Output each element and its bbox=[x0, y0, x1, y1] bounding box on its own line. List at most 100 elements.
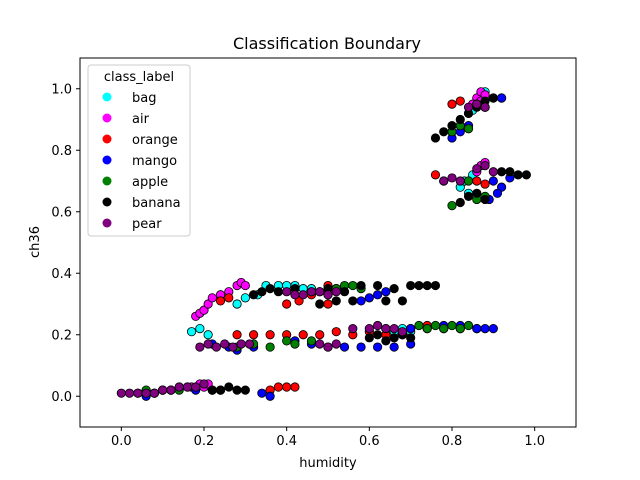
data-point-orange bbox=[290, 382, 300, 392]
data-point-banana bbox=[232, 385, 242, 395]
data-point-banana bbox=[265, 284, 275, 294]
data-point-pear bbox=[463, 102, 474, 112]
y-tick-label: 0.2 bbox=[51, 328, 72, 343]
data-point-banana bbox=[381, 336, 391, 346]
data-point-banana bbox=[249, 290, 259, 300]
x-axis: 0.0 0.2 0.4 0.6 0.8 1.0 bbox=[111, 427, 545, 449]
data-point-orange bbox=[282, 299, 292, 309]
data-point-apple bbox=[348, 280, 358, 291]
data-point-banana bbox=[339, 287, 350, 297]
data-point-banana bbox=[505, 167, 515, 177]
data-point-apple bbox=[455, 323, 465, 334]
data-point-pear bbox=[372, 320, 383, 331]
data-point-bag bbox=[195, 323, 205, 334]
data-point-mango bbox=[372, 290, 383, 300]
data-point-banana bbox=[389, 284, 399, 294]
legend-label-air: air bbox=[132, 112, 150, 127]
data-point-mango bbox=[488, 323, 498, 334]
data-point-pear bbox=[331, 287, 341, 297]
y-tick-label: 0.0 bbox=[51, 390, 72, 405]
data-point-banana bbox=[397, 296, 407, 306]
y-axis-label: ch36 bbox=[28, 226, 43, 258]
data-point-pear bbox=[455, 176, 465, 186]
data-point-banana bbox=[463, 191, 474, 201]
data-point-pear bbox=[182, 382, 193, 392]
data-point-pear bbox=[472, 164, 482, 174]
legend-entries: bag air orange mango apple banana pear bbox=[102, 91, 181, 232]
data-point-orange bbox=[447, 99, 457, 109]
data-point-bag bbox=[203, 330, 213, 340]
data-point-mango bbox=[389, 342, 399, 352]
data-point-pear bbox=[211, 342, 221, 352]
data-point-banana bbox=[348, 296, 358, 306]
data-point-apple bbox=[422, 323, 432, 334]
data-point-mango bbox=[406, 323, 416, 334]
data-point-banana bbox=[455, 197, 465, 208]
data-point-orange bbox=[455, 96, 465, 106]
data-point-apple bbox=[306, 336, 317, 346]
data-point-banana bbox=[257, 287, 267, 297]
legend-label-mango: mango bbox=[132, 154, 177, 169]
data-point-orange bbox=[298, 330, 308, 340]
data-point-pear bbox=[348, 323, 358, 334]
data-point-banana bbox=[240, 385, 250, 395]
data-point-banana bbox=[455, 114, 465, 125]
x-tick-label: 0.2 bbox=[194, 434, 215, 449]
legend-marker-pear bbox=[102, 218, 112, 228]
data-point-apple bbox=[265, 342, 275, 352]
data-point-pear bbox=[397, 327, 407, 337]
data-point-banana bbox=[389, 333, 399, 343]
data-point-pear bbox=[141, 388, 151, 398]
data-point-pear bbox=[203, 339, 213, 349]
legend-marker-apple bbox=[102, 176, 112, 186]
data-point-pear bbox=[306, 287, 317, 297]
data-point-apple bbox=[447, 201, 457, 211]
data-point-banana bbox=[331, 296, 341, 306]
data-point-orange bbox=[265, 330, 275, 340]
legend-label-orange: orange bbox=[132, 133, 178, 148]
legend-marker-mango bbox=[102, 155, 112, 165]
data-point-pear bbox=[290, 290, 300, 300]
data-point-apple bbox=[447, 320, 457, 331]
data-point-bag bbox=[187, 327, 197, 337]
data-point-mango bbox=[265, 391, 275, 401]
data-point-mango bbox=[488, 176, 498, 186]
data-point-banana bbox=[447, 121, 457, 131]
data-point-bag bbox=[232, 299, 242, 309]
data-point-banana bbox=[406, 333, 416, 343]
data-point-banana bbox=[207, 385, 217, 395]
data-point-pear bbox=[323, 342, 333, 352]
data-point-bag bbox=[240, 293, 250, 303]
data-point-orange bbox=[215, 296, 226, 306]
y-tick-label: 0.8 bbox=[51, 144, 72, 159]
data-point-pear bbox=[480, 102, 490, 112]
x-tick-label: 0.6 bbox=[359, 434, 380, 449]
x-tick-label: 1.0 bbox=[524, 434, 545, 449]
data-point-mango bbox=[480, 323, 490, 334]
data-point-pear bbox=[439, 176, 449, 186]
data-point-mango bbox=[381, 287, 391, 297]
data-point-orange bbox=[249, 330, 259, 340]
data-point-pear bbox=[389, 323, 399, 334]
data-point-banana bbox=[513, 170, 523, 180]
data-point-pear bbox=[488, 167, 498, 177]
data-point-apple bbox=[463, 124, 474, 134]
data-point-pear bbox=[133, 388, 143, 398]
data-point-pear bbox=[244, 339, 255, 349]
data-point-pear bbox=[236, 339, 246, 349]
data-point-pear bbox=[282, 287, 292, 297]
data-point-mango bbox=[257, 388, 267, 398]
data-point-banana bbox=[372, 280, 383, 291]
data-point-mango bbox=[372, 342, 383, 352]
data-point-apple bbox=[430, 320, 441, 331]
data-point-orange bbox=[480, 179, 490, 189]
data-point-banana bbox=[496, 167, 507, 177]
legend-marker-orange bbox=[102, 134, 112, 144]
data-point-pear bbox=[199, 379, 209, 389]
data-point-banana bbox=[430, 133, 441, 143]
data-point-orange bbox=[331, 327, 341, 337]
data-point-mango bbox=[356, 296, 366, 306]
data-point-pear bbox=[125, 388, 135, 398]
data-point-mango bbox=[356, 342, 366, 352]
